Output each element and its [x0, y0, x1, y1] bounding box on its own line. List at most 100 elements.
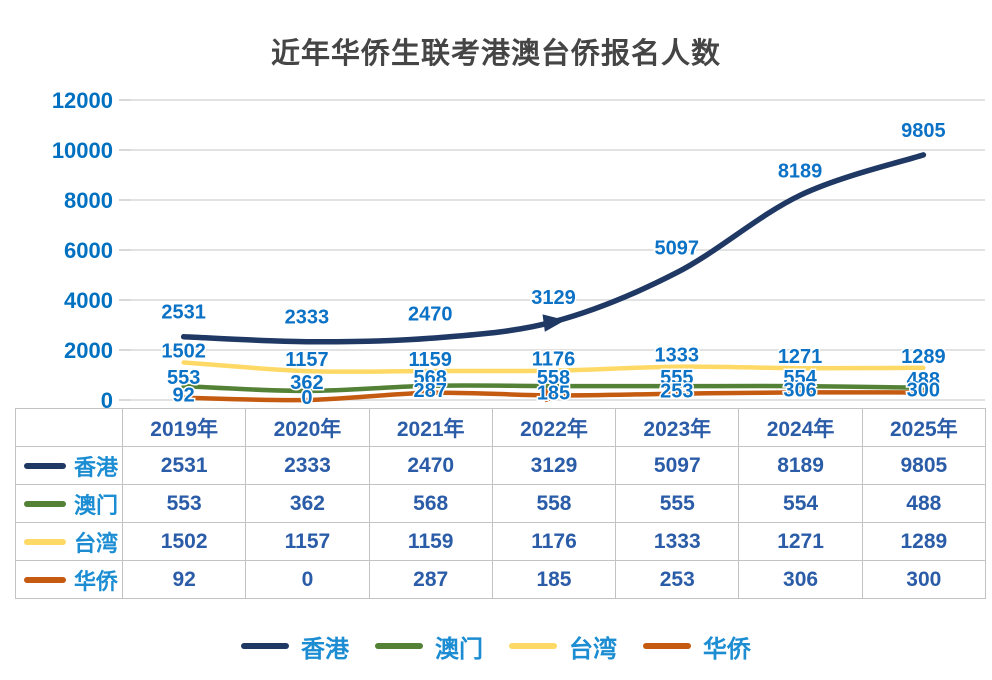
- year-header-cell: 2024年: [738, 408, 863, 447]
- year-header-cell: 2022年: [491, 408, 617, 447]
- value-cell: 1176: [491, 522, 617, 561]
- year-header-cell: 2019年: [121, 408, 247, 447]
- data-label-hongkong: 2531: [161, 302, 206, 324]
- value-cell: 558: [491, 484, 617, 523]
- data-label-huaqiao: 253: [660, 381, 693, 403]
- line-plot-area: 0 2000 4000 6000 8000 10000 12000 2531 2333 2470 3…: [52, 88, 985, 413]
- data-label-macau: 558: [537, 367, 570, 389]
- value-cell: 362: [245, 484, 370, 523]
- legend-label: 华侨: [703, 635, 751, 663]
- data-label-hongkong: 8189: [778, 160, 823, 182]
- series-label-cell: 香港: [15, 446, 123, 485]
- data-label-huaqiao: 306: [783, 379, 816, 401]
- legend-item-huaqiao: 华侨: [643, 629, 751, 664]
- value-cell: 488: [861, 484, 986, 523]
- value-cell: 92: [121, 560, 247, 599]
- data-label-taiwan: 1157: [285, 349, 328, 371]
- series-arrow-huaqiao: [545, 388, 564, 403]
- value-cell: 185: [491, 560, 617, 599]
- data-label-macau: 568: [414, 367, 447, 389]
- series-swatch-macau: [23, 500, 66, 507]
- data-label-macau: 488: [907, 369, 940, 391]
- value-cell: 1289: [861, 522, 986, 561]
- table-row-hongkong: 香港 2531 2333 2470 3129 5097 8189 9805: [15, 446, 986, 485]
- value-cell: 300: [861, 560, 986, 599]
- year-header-cell: 2021年: [368, 408, 493, 447]
- series-name: 台湾: [73, 530, 118, 556]
- data-label-huaqiao: 287: [414, 380, 447, 402]
- legend-label: 台湾: [569, 635, 617, 663]
- value-cell: 287: [368, 560, 493, 599]
- legend-item-macau: 澳门: [375, 629, 483, 664]
- data-label-macau: 554: [783, 367, 817, 389]
- table-row-taiwan: 台湾 1502 1157 1159 1176 1333 1271 1289: [15, 522, 986, 561]
- gridlines: [119, 99, 985, 401]
- chart-legend: 香港 澳门 台湾 华侨: [0, 626, 992, 666]
- table-corner-blank-cell: [15, 408, 123, 447]
- legend-label: 澳门: [435, 635, 483, 663]
- data-label-taiwan: 1176: [532, 349, 575, 371]
- series-label-cell: 台湾: [15, 522, 123, 561]
- chart-data-table: 2019年 2020年 2021年 2022年 2023年 2024年 2025年 香港 25…: [15, 408, 986, 599]
- data-label-huaqiao: 92: [173, 385, 195, 407]
- y-axis-tick-label: 2000: [64, 338, 113, 363]
- y-axis-tick-label: 8000: [64, 188, 113, 213]
- legend-item-hongkong: 香港: [241, 629, 349, 664]
- series-swatch-huaqiao: [23, 576, 66, 583]
- value-cell: 2333: [245, 446, 370, 485]
- value-cell: 1333: [615, 522, 740, 561]
- data-label-taiwan: 1502: [161, 340, 206, 362]
- value-cell: 553: [121, 484, 247, 523]
- series-line-taiwan: [181, 360, 926, 374]
- data-label-macau: 553: [167, 367, 200, 389]
- data-label-hongkong: 9805: [901, 120, 946, 142]
- value-cell: 306: [738, 560, 863, 599]
- data-label-hongkong: 5097: [655, 238, 700, 260]
- data-label-hongkong: 3129: [531, 287, 576, 309]
- data-label-macau: 362: [290, 372, 323, 394]
- value-cell: 5097: [615, 446, 740, 485]
- value-cell: 1271: [738, 522, 863, 561]
- data-label-taiwan: 1289: [901, 346, 946, 368]
- value-cell: 554: [738, 484, 863, 523]
- data-label-taiwan: 1159: [409, 349, 452, 371]
- value-cell: 8189: [738, 446, 863, 485]
- series-label-cell: 澳门: [15, 484, 123, 523]
- series-line-macau: [181, 383, 926, 394]
- year-header-cell: 2023年: [615, 408, 740, 447]
- series-name: 华侨: [73, 568, 118, 594]
- legend-swatch-taiwan: [509, 643, 557, 649]
- data-label-taiwan: 1333: [655, 345, 700, 367]
- table-row-macau: 澳门 553 362 568 558 555 554 488: [15, 484, 986, 523]
- table-header-row: 2019年 2020年 2021年 2022年 2023年 2024年 2025年: [15, 408, 986, 447]
- value-cell: 1157: [245, 522, 370, 561]
- value-cell: 1502: [121, 522, 247, 561]
- y-axis-tick-label: 10000: [52, 138, 113, 163]
- value-cell: 9805: [861, 446, 986, 485]
- data-label-hongkong: 2333: [285, 307, 330, 329]
- series-arrow-hongkong: [542, 314, 566, 332]
- legend-swatch-macau: [375, 643, 423, 649]
- value-cell: 3129: [491, 446, 617, 485]
- data-label-huaqiao: 185: [537, 382, 570, 404]
- data-label-macau: 555: [660, 367, 693, 389]
- y-axis-tick-label: 0: [101, 388, 113, 413]
- value-cell: 2531: [121, 446, 247, 485]
- y-axis-tick-label: 4000: [64, 288, 113, 313]
- series-swatch-taiwan: [23, 538, 66, 545]
- legend-item-taiwan: 台湾: [509, 629, 617, 664]
- value-cell: 555: [615, 484, 740, 523]
- data-labels: 2531 2333 2470 3129 5097 8189 9805 553 362 568 558…: [160, 118, 947, 410]
- table-row-huaqiao: 华侨 92 0 287 185 253 306 300: [15, 560, 986, 599]
- data-label-huaqiao: 0: [301, 387, 312, 409]
- series-lines: [180, 152, 927, 403]
- value-cell: 2470: [368, 446, 493, 485]
- value-cell: 568: [368, 484, 493, 523]
- value-cell: 253: [615, 560, 740, 599]
- legend-swatch-hongkong: [241, 643, 289, 649]
- year-header-cell: 2025年: [861, 408, 986, 447]
- legend-swatch-huaqiao: [643, 643, 691, 649]
- y-axis-tick-label: 6000: [64, 238, 113, 263]
- chart-title: 近年华侨生联考港澳台侨报名人数: [270, 38, 721, 70]
